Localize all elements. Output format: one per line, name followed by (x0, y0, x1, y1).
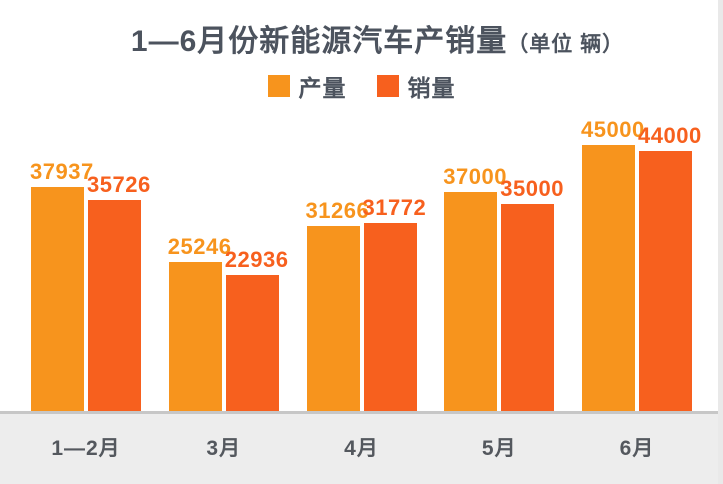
chart-title-text: 1—6月份新能源汽车产销量 (130, 25, 508, 58)
legend-item-销量: 销量 (376, 69, 456, 103)
bar-unit-产量-4月: 31266 (306, 200, 369, 411)
bar-产量-6月 (582, 145, 635, 411)
bar-销量-4月 (363, 223, 417, 411)
bar-group-6月: 45000 44000 (581, 119, 701, 411)
x-axis-label-4月: 4月 (344, 437, 379, 460)
legend: 产量 销量 (0, 69, 723, 103)
bar-unit-产量-1—2月: 37937 (30, 161, 93, 411)
legend-swatch-icon (376, 75, 399, 97)
bar-产量-5月 (444, 192, 498, 411)
bar-value-label: 35000 (500, 176, 564, 201)
bar-value-label: 37937 (30, 159, 94, 184)
bar-value-label: 37000 (443, 164, 507, 189)
bar-group-1—2月: 37937 35726 (30, 161, 150, 411)
bar-产量-3月 (168, 262, 222, 411)
right-edge-strip (718, 0, 723, 484)
bar-产量-1—2月 (31, 187, 84, 411)
x-axis-label-3月: 3月 (206, 437, 242, 460)
x-axis-label-1—2月: 1—2月 (51, 437, 121, 460)
bar-销量-6月 (639, 151, 692, 411)
bar-group-4月: 31266 31772 (306, 197, 426, 411)
bar-unit-销量-6月: 44000 (638, 125, 701, 411)
bar-value-label: 22936 (224, 247, 289, 272)
bar-value-label: 44000 (638, 123, 702, 148)
x-axis-band: 1—2月 3月 4月 5月 6月 (0, 414, 723, 484)
bar-value-label: 31266 (305, 198, 370, 223)
bar-unit-产量-5月: 37000 (443, 166, 506, 411)
bar-value-label: 45000 (581, 117, 645, 142)
bar-value-label: 35726 (87, 172, 151, 197)
legend-label: 销量 (407, 75, 456, 101)
bar-产量-4月 (306, 226, 360, 411)
bar-unit-销量-5月: 35000 (500, 178, 563, 411)
bar-unit-销量-3月: 22936 (225, 249, 288, 411)
chart-title: 1—6月份新能源汽车产销量（单位 辆） (32, 16, 723, 60)
bar-group-3月: 25246 22936 (168, 236, 288, 411)
x-axis-line (0, 411, 723, 414)
bar-value-label: 25246 (167, 234, 232, 259)
x-axis-labels: 1—2月 3月 4月 5月 6月 (0, 414, 723, 462)
bar-unit-销量-4月: 31772 (363, 197, 426, 411)
legend-label: 产量 (298, 75, 347, 101)
plot-area: 37937 35726 25246 22936 31266 31772 37000 35000… (30, 101, 701, 411)
bar-unit-产量-3月: 25246 (168, 236, 231, 411)
bar-value-label: 31772 (362, 195, 427, 220)
chart-title-unit: （单位 辆） (507, 33, 625, 56)
bar-group-5月: 37000 35000 (443, 166, 563, 411)
bar-销量-3月 (225, 275, 279, 411)
x-axis-label-6月: 6月 (619, 437, 655, 460)
bar-unit-产量-6月: 45000 (581, 119, 644, 411)
bar-销量-1—2月 (88, 200, 141, 411)
legend-item-产量: 产量 (267, 69, 347, 103)
bar-unit-销量-1—2月: 35726 (87, 174, 150, 411)
x-axis-label-5月: 5月 (481, 437, 517, 460)
bar-销量-5月 (501, 204, 555, 411)
legend-swatch-icon (267, 75, 290, 97)
